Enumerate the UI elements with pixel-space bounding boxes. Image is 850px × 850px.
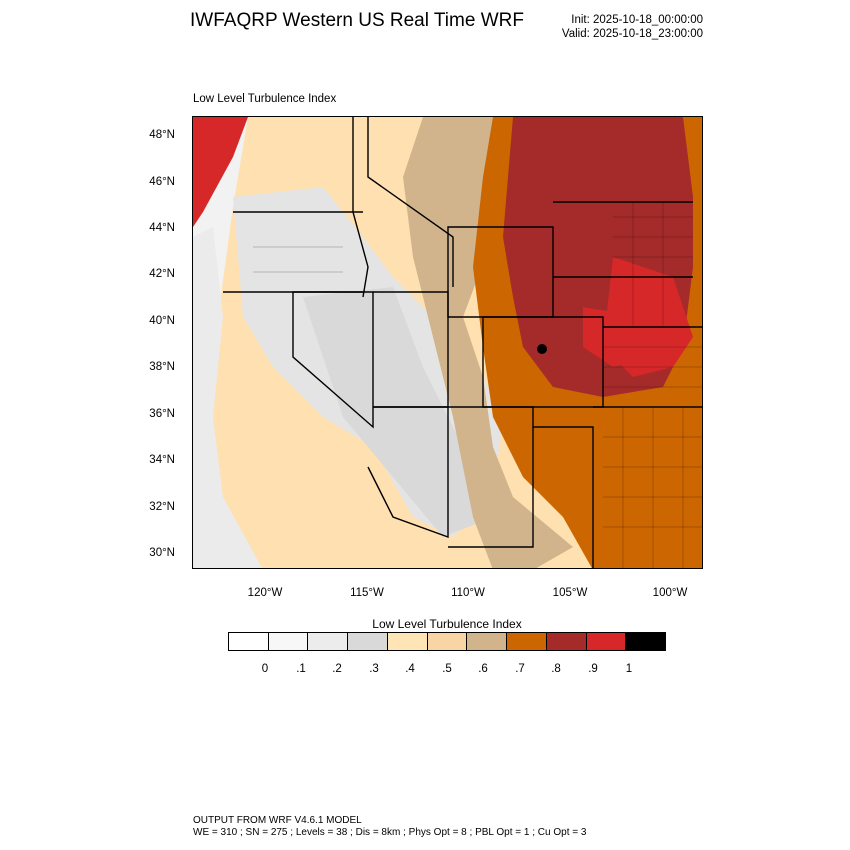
legend-tick: .2 [332,663,342,675]
legend-swatch [507,633,547,650]
lat-label-40: 40°N [149,315,175,327]
lon-label-110: 110°W [451,587,485,599]
lon-label-105: 105°W [552,587,588,599]
legend-tick: .9 [588,663,598,675]
offshore-light-region [193,227,262,568]
lon-label-115: 115°W [350,587,384,599]
legend-tick: .1 [296,663,306,675]
legend-tick: .4 [405,663,415,675]
legend-colorbar [228,632,666,651]
lat-label-46: 46°N [149,176,175,188]
legend-swatch [467,633,508,650]
legend-swatch [546,633,587,650]
pacific-high-region [193,117,248,227]
lat-label-30: 30°N [149,547,175,559]
state-line-az [367,406,449,538]
lat-label-34: 34°N [149,454,175,466]
state-line-tx [533,426,594,568]
texas-orange-region [593,397,702,568]
init-time: Init: 2025-10-18_00:00:00 [571,14,703,26]
lat-label-36: 36°N [149,408,175,420]
legend-tick: .8 [551,663,561,675]
legend-tick: 1 [625,663,633,675]
lat-label-44: 44°N [149,222,175,234]
model-info-line1: OUTPUT FROM WRF V4.6.1 MODEL [193,815,362,826]
legend-tick: 0 [261,663,269,675]
lon-label-120: 120°W [247,587,283,599]
nevada-gray-region [303,287,493,537]
turbulence-map [192,116,703,569]
legend-swatch [348,633,388,650]
legend-swatch [268,633,309,650]
legend-swatch [229,633,269,650]
state-line-montana [367,117,454,287]
field-label: Low Level Turbulence Index [193,93,337,105]
lon-label-100: 100°W [652,587,688,599]
state-line-idaho [352,117,369,298]
map-title: IWFAQRP Western US Real Time WRF [190,10,524,31]
lat-label-32: 32°N [149,501,175,513]
lat-label-38: 38°N [149,361,175,373]
legend-tick: .5 [442,663,452,675]
legend-swatch [586,633,627,650]
lat-label-42: 42°N [149,268,175,280]
kansas-red-region [583,307,653,367]
legend-title: Low Level Turbulence Index [372,617,522,631]
legend-tick: .7 [515,663,525,675]
foothill-tan-region [403,117,573,568]
legend-tick: .3 [369,663,379,675]
lat-label-48: 48°N [149,129,175,141]
state-line-nm [448,406,534,548]
model-info-line2: WE = 310 ; SN = 275 ; Levels = 38 ; Dis … [193,827,587,838]
state-line-nv [292,291,374,429]
legend-swatch [387,633,428,650]
legend-swatch [626,633,666,650]
legend-swatch [427,633,468,650]
legend-swatch [308,633,349,650]
peak-spot [537,344,547,354]
valid-time: Valid: 2025-10-18_23:00:00 [561,28,703,40]
legend-tick: .6 [478,663,488,675]
